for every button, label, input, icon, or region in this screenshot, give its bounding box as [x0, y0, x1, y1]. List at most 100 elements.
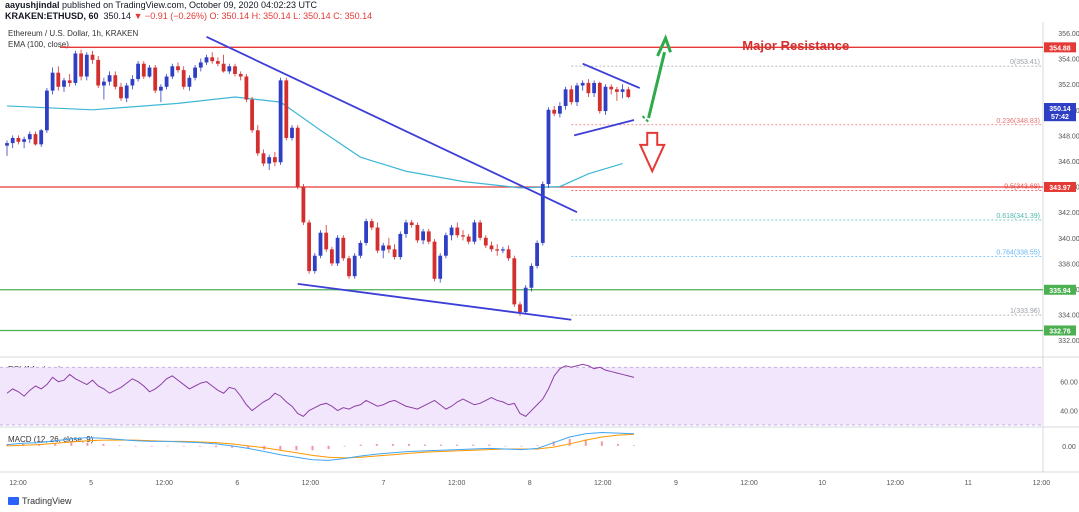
arrow-up-icon: [647, 51, 667, 119]
candle-down: [295, 127, 300, 187]
candle-up: [438, 255, 443, 279]
candle-down: [33, 134, 38, 145]
ema-legend[interactable]: EMA (100, close): [8, 40, 69, 49]
publisher-username[interactable]: aayushjindal: [5, 0, 60, 10]
candle-up: [39, 130, 44, 145]
lower-channel-line[interactable]: [297, 282, 572, 321]
macd-histogram-bar: [343, 445, 346, 447]
candle-up: [540, 184, 545, 243]
candle-up: [50, 72, 55, 91]
price-badge: [1044, 111, 1076, 122]
publisher-line: aayushjindal published on TradingView.co…: [5, 0, 317, 11]
time-axis[interactable]: 12:00 5 12:00 6 12:00 7 12:00 8 12:00 9 12:00 10 12:…: [9, 480, 1050, 487]
candle-down: [415, 225, 420, 241]
candle-up: [444, 235, 448, 256]
candle-down: [461, 235, 465, 237]
candle-down: [307, 222, 311, 272]
price-tick-label: 338.00: [1058, 261, 1079, 268]
macd-histogram-bar: [134, 445, 137, 447]
rsi-line[interactable]: [6, 363, 635, 417]
candle-down: [512, 258, 517, 305]
candle-down: [392, 249, 397, 257]
last-price: 350.14: [103, 11, 132, 21]
macd-tick-label: 0.00: [1062, 444, 1076, 451]
candle-down: [153, 67, 158, 91]
candle-down: [426, 231, 431, 242]
macd-histogram-bar: [391, 443, 394, 446]
candle-up: [290, 127, 294, 138]
candle-up: [22, 139, 26, 142]
macd-histogram-bar: [231, 445, 234, 448]
candle-down: [141, 63, 146, 77]
candle-down: [176, 66, 180, 71]
candle-down: [495, 249, 500, 251]
macd-legend[interactable]: MACD (12, 26, close, 9): [8, 435, 94, 444]
major-resistance-annotation[interactable]: Major Resistance: [742, 38, 849, 53]
candle-up: [312, 255, 317, 272]
price-badge: [1044, 284, 1076, 295]
candle-up: [62, 80, 66, 87]
candle-down: [375, 227, 380, 251]
time-tick-label: 12:00: [1033, 480, 1051, 487]
tradingview-branding[interactable]: TradingView: [8, 496, 72, 506]
macd-histogram-bar: [456, 444, 459, 446]
fib-level-label: 1(333.96): [1010, 308, 1040, 315]
macd-histogram-bar: [86, 442, 89, 446]
time-tick-label: 11: [965, 480, 972, 487]
price-tick-label: 340.00: [1058, 236, 1079, 243]
macd-histogram-bar: [633, 445, 635, 446]
candle-down: [210, 57, 215, 62]
candle-up: [404, 222, 408, 234]
candle-up: [364, 221, 368, 243]
macd-histogram-bar: [520, 445, 523, 447]
price-tick-label: 348.00: [1058, 133, 1079, 140]
candle-up: [267, 157, 272, 164]
time-tick-label: 6: [235, 480, 239, 487]
macd-histogram-bar: [488, 444, 491, 446]
candle-down: [432, 241, 437, 279]
macd-histogram-bar: [616, 443, 619, 446]
fibonacci-retracement[interactable]: 0(353.41)0.236(348.83)0.5(343.69)0.618(3…: [571, 59, 1043, 316]
candle-down: [238, 73, 243, 77]
candle-up: [620, 89, 625, 92]
candle-down: [255, 130, 260, 154]
candle-down: [455, 227, 460, 236]
price-badge-label: 57:42: [1051, 114, 1069, 121]
candle-up: [529, 265, 534, 288]
triangle-lower-line[interactable]: [573, 119, 635, 137]
candle-up: [535, 242, 539, 266]
candle-up: [73, 53, 78, 83]
candle-up: [501, 249, 505, 251]
macd-histogram-bar: [215, 445, 217, 448]
macd-histogram-bar: [375, 443, 378, 446]
macd-histogram-bar: [440, 444, 443, 446]
candle-down: [409, 222, 414, 225]
price-chart[interactable]: 356.00354.00352.00350.00348.00346.00344.…: [0, 22, 1079, 494]
ema-100-line[interactable]: [6, 96, 623, 189]
candle-up: [278, 80, 283, 163]
ohlc-values: O: 350.14 H: 350.14 L: 350.14 C: 350.14: [209, 11, 373, 21]
candle-up: [198, 62, 203, 68]
candle-up: [558, 105, 562, 114]
macd-histogram-bar: [536, 445, 539, 446]
triangle-upper-line[interactable]: [582, 62, 641, 89]
candle-down: [626, 89, 631, 97]
symbol-name[interactable]: KRAKEN:ETHUSD, 60: [5, 11, 99, 21]
macd-histogram-bar: [247, 445, 250, 449]
time-tick-label: 12:00: [9, 480, 27, 487]
price-tick-label: 356.00: [1058, 31, 1079, 38]
candle-up: [580, 82, 585, 86]
macd-line[interactable]: [6, 432, 635, 461]
published-text: published on TradingView.com, October 09…: [62, 0, 318, 10]
time-tick-label: 7: [382, 480, 386, 487]
rsi-band: [0, 367, 1043, 425]
candle-up: [381, 245, 386, 251]
fib-level-label: 0(353.41): [1010, 59, 1040, 66]
candle-down: [96, 59, 101, 86]
price-tick-label: 352.00: [1058, 82, 1079, 89]
falling-trendline-line[interactable]: [206, 36, 578, 214]
rsi-tick-label: 40.00: [1060, 409, 1078, 416]
macd-histogram-bar: [150, 445, 153, 447]
candlesticks[interactable]: [5, 49, 631, 316]
candle-down: [301, 186, 306, 223]
